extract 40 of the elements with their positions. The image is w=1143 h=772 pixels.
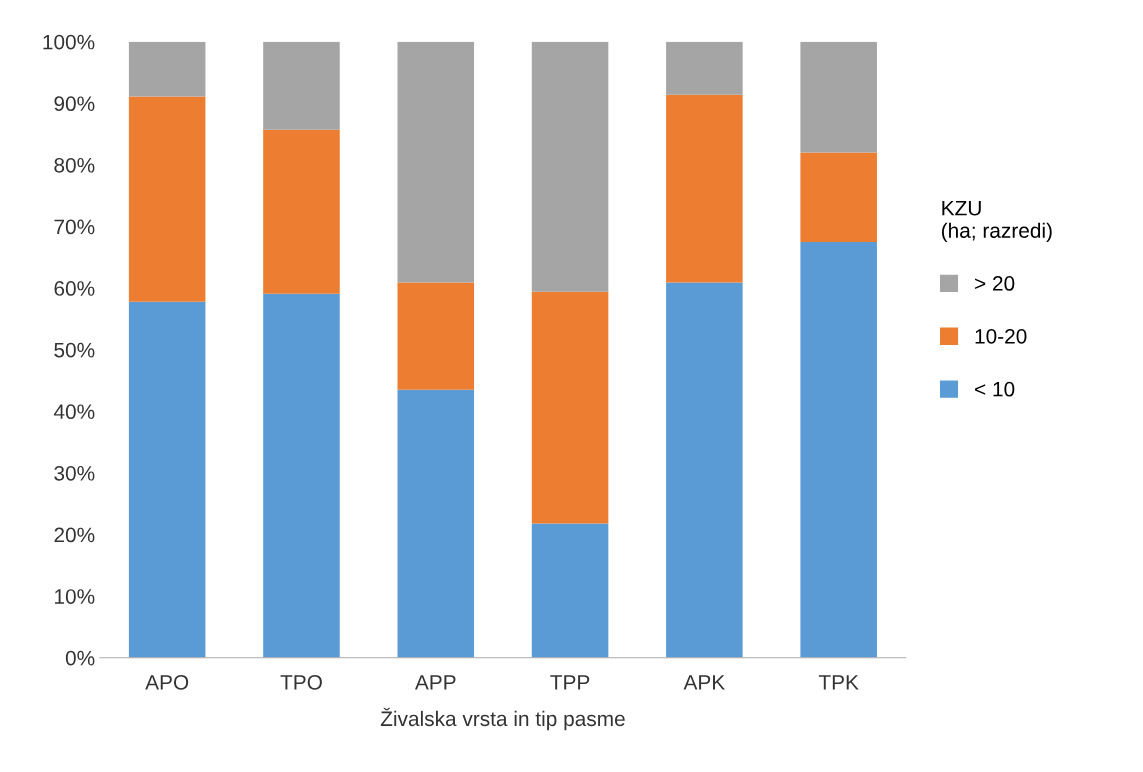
bar	[397, 41, 475, 283]
legend-label: > 20	[975, 276, 1015, 291]
y-tick-label: 0%	[65, 650, 95, 666]
bar	[128, 41, 206, 97]
y-tick-label: 100%	[43, 34, 95, 50]
bar	[263, 41, 340, 130]
legend-label: < 10	[975, 381, 1015, 397]
bar	[666, 282, 743, 658]
bar	[800, 152, 877, 242]
bar	[800, 241, 877, 658]
x-axis-title: Živalska vrsta in tip pasme	[380, 707, 625, 731]
bar	[531, 291, 609, 524]
y-tick-label: 30%	[54, 465, 95, 481]
y-tick-label: 90%	[54, 96, 95, 112]
bar	[397, 389, 475, 658]
bar	[666, 41, 743, 95]
y-tick-label: 40%	[53, 404, 95, 420]
y-tick-label: 50%	[54, 342, 95, 358]
x-tick-label: APO	[145, 674, 189, 690]
legend-label: 10-20	[975, 328, 1027, 344]
x-tick-label: TPK	[818, 675, 859, 690]
x-tick-label: APK	[683, 675, 725, 690]
x-tick-label: TPO	[280, 674, 322, 690]
bar	[128, 301, 206, 658]
bar	[800, 41, 877, 153]
bar	[531, 523, 609, 658]
y-tick-label: 60%	[54, 281, 95, 296]
y-tick-label: 80%	[54, 157, 95, 173]
bar	[666, 94, 743, 283]
bar	[263, 129, 340, 294]
bar	[531, 41, 609, 292]
x-tick-label: TPP	[550, 675, 590, 690]
bar	[397, 282, 475, 390]
bar	[263, 293, 340, 658]
y-tick-label: 20%	[54, 527, 95, 543]
legend-title: KZU (ha; razredi)	[941, 200, 1052, 243]
y-tick-label: 10%	[55, 589, 95, 604]
bar	[128, 96, 206, 302]
y-tick-label: 70%	[54, 219, 95, 235]
x-tick-label: APP	[414, 675, 456, 690]
